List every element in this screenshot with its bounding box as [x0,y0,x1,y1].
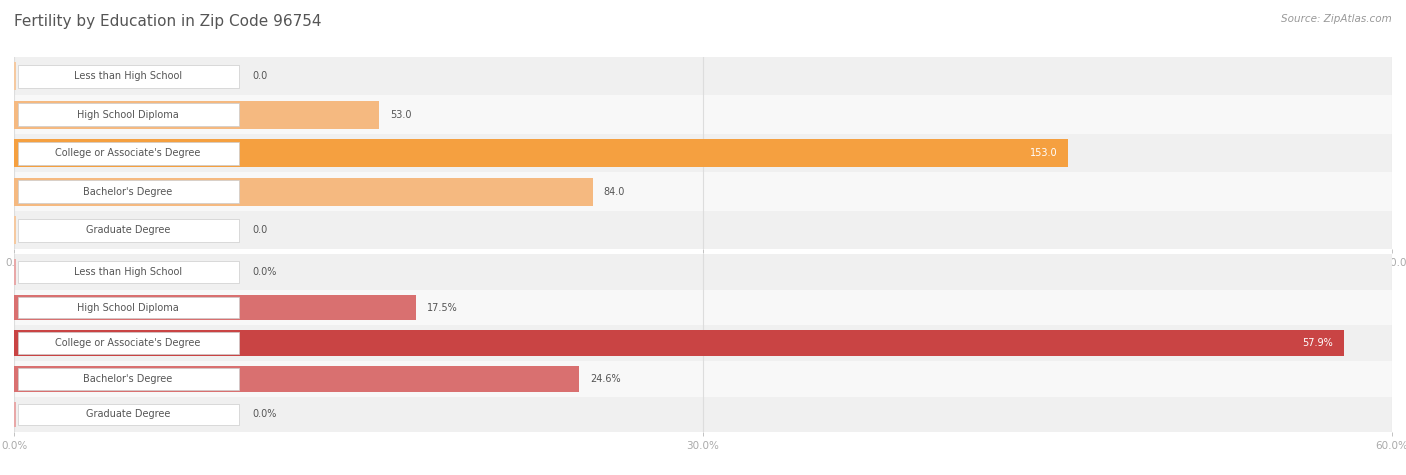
Text: 17.5%: 17.5% [427,303,458,313]
Bar [14,62,15,90]
Bar [18,261,239,283]
Bar [14,331,1344,356]
Text: 53.0: 53.0 [391,110,412,120]
Bar [14,216,15,244]
Bar [14,139,1069,167]
Text: Less than High School: Less than High School [73,267,181,277]
Text: 0.0: 0.0 [253,225,267,235]
Text: College or Associate's Degree: College or Associate's Degree [55,148,201,158]
Bar [14,401,15,428]
Text: 24.6%: 24.6% [591,374,620,384]
Text: Graduate Degree: Graduate Degree [86,409,170,419]
Bar [18,142,239,165]
Text: Source: ZipAtlas.com: Source: ZipAtlas.com [1281,14,1392,24]
Bar [14,254,1392,290]
Text: Graduate Degree: Graduate Degree [86,225,170,235]
Text: College or Associate's Degree: College or Associate's Degree [55,338,201,348]
Text: Fertility by Education in Zip Code 96754: Fertility by Education in Zip Code 96754 [14,14,322,29]
Bar [14,366,579,391]
Text: Less than High School: Less than High School [73,71,181,81]
Bar [14,101,380,129]
Text: 0.0%: 0.0% [253,409,277,419]
Bar [14,57,1392,95]
Bar [18,368,239,389]
Bar [18,103,239,126]
Text: 0.0: 0.0 [253,71,267,81]
Bar [14,178,593,206]
Bar [14,290,1392,325]
Text: High School Diploma: High School Diploma [77,303,179,313]
Text: Bachelor's Degree: Bachelor's Degree [83,374,173,384]
Bar [14,397,1392,432]
Bar [14,361,1392,397]
Bar [14,95,1392,134]
Text: Bachelor's Degree: Bachelor's Degree [83,187,173,197]
Bar [18,180,239,203]
Text: 0.0%: 0.0% [253,267,277,277]
Text: High School Diploma: High School Diploma [77,110,179,120]
Bar [18,65,239,88]
Bar [18,218,239,242]
Bar [14,325,1392,361]
Bar [18,297,239,318]
Text: 153.0: 153.0 [1029,148,1057,158]
Bar [14,172,1392,211]
Text: 84.0: 84.0 [603,187,626,197]
Bar [14,294,416,320]
Bar [14,259,15,285]
Bar [14,211,1392,249]
Bar [14,134,1392,172]
Text: 57.9%: 57.9% [1302,338,1333,348]
Bar [18,404,239,425]
Bar [18,332,239,354]
